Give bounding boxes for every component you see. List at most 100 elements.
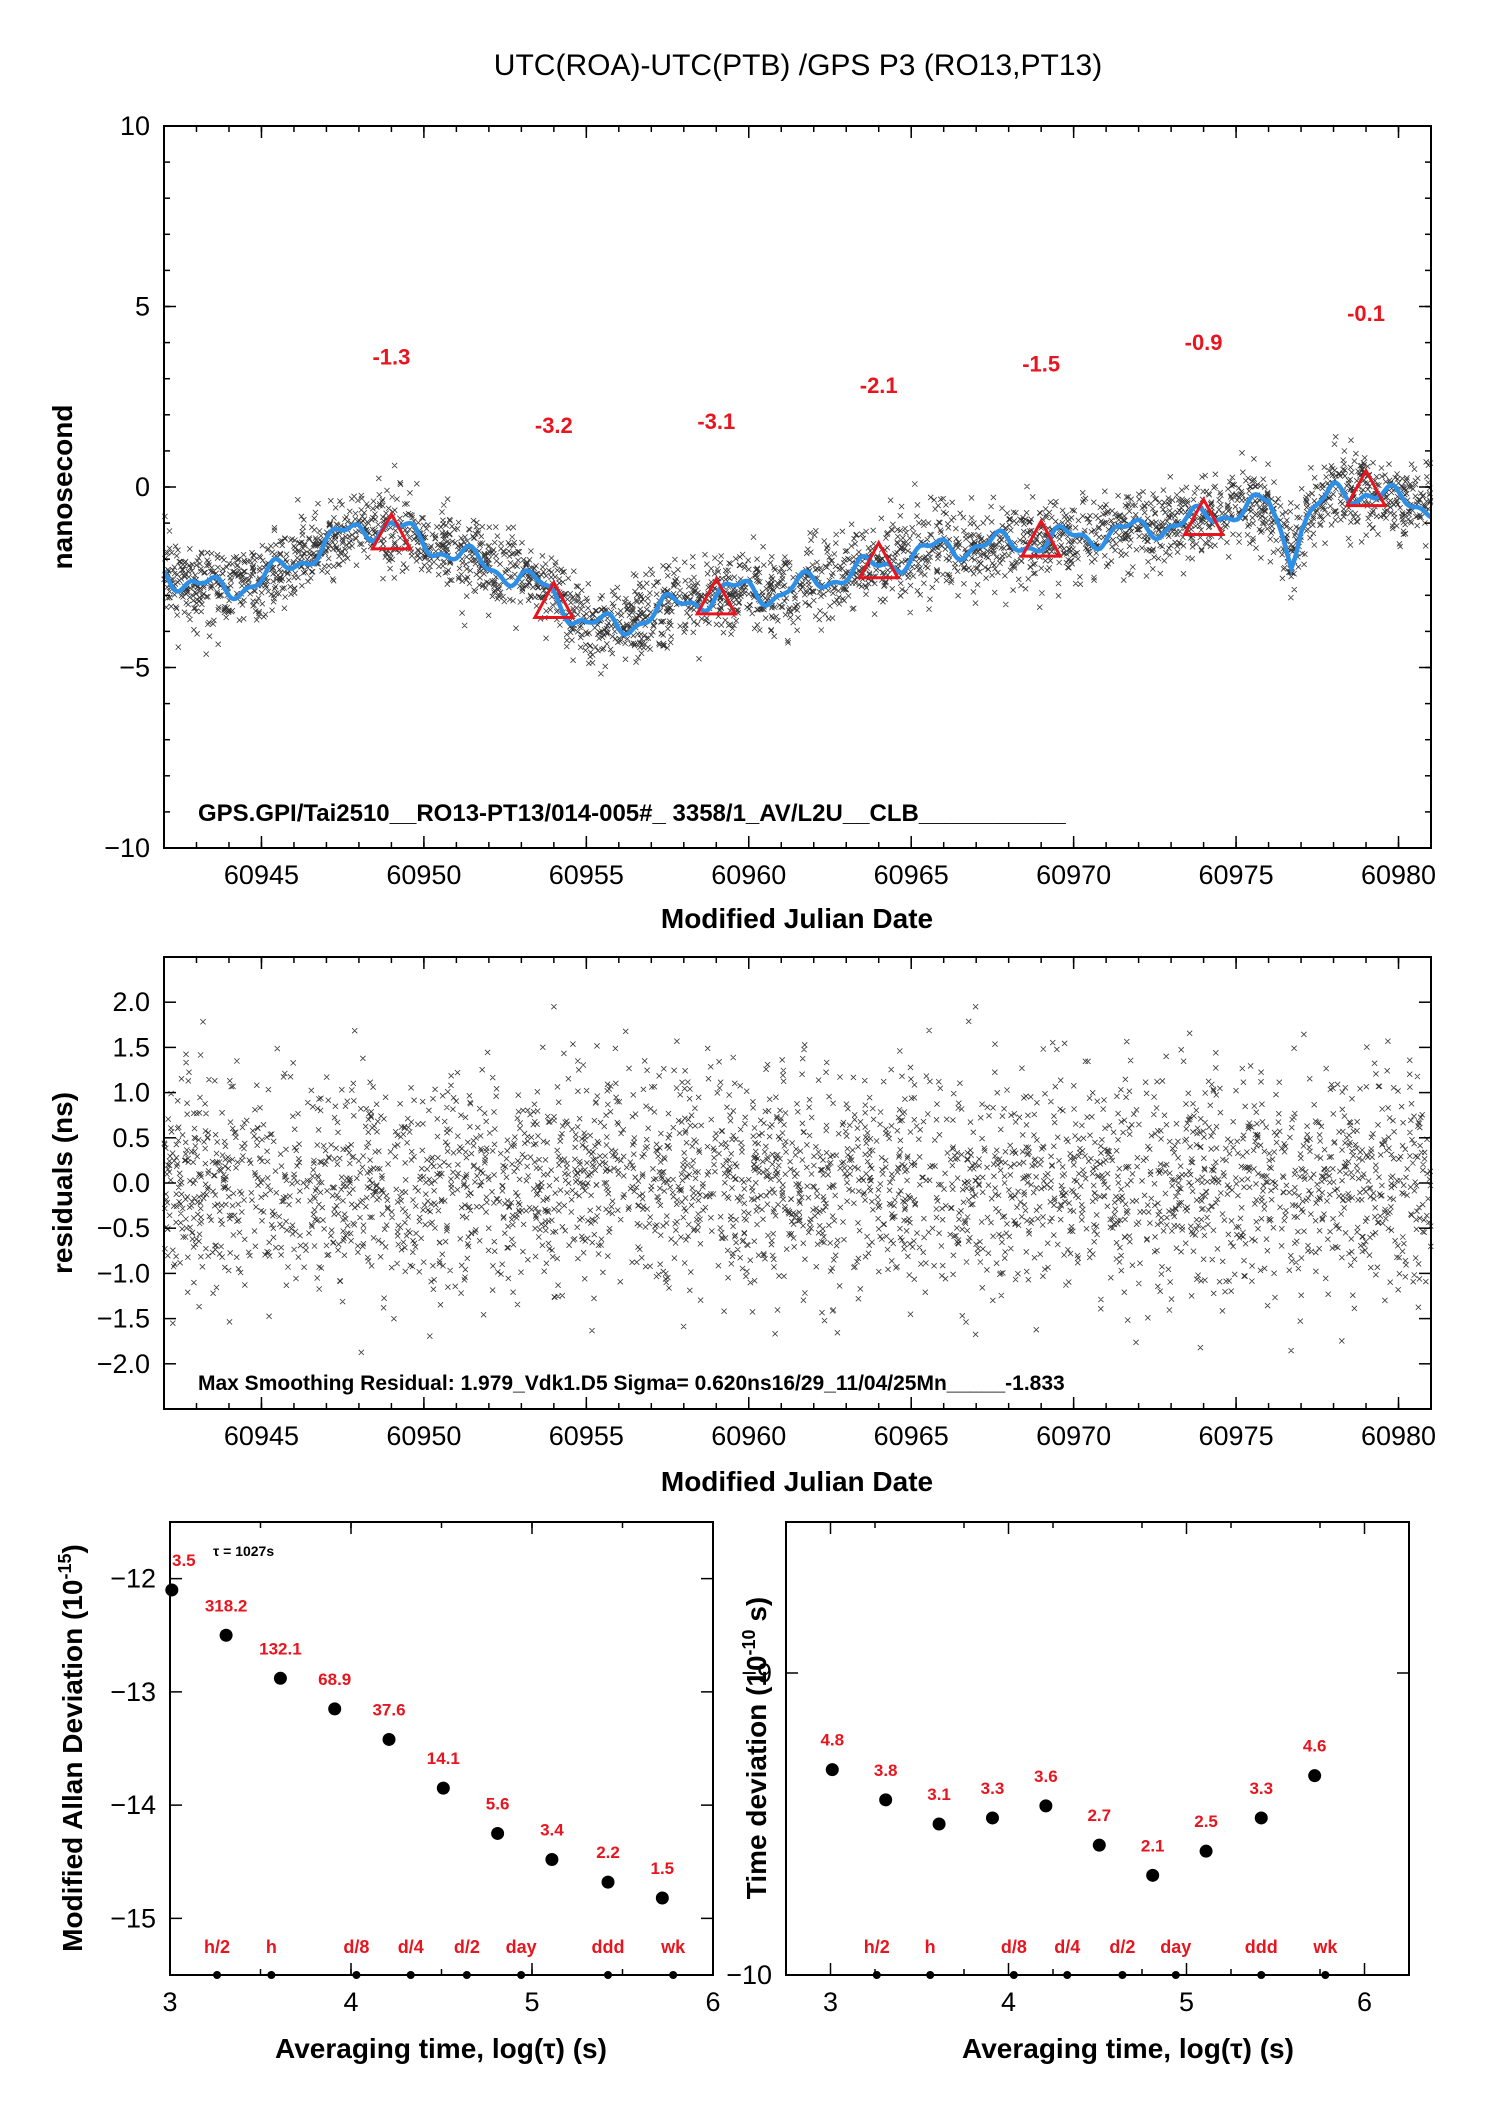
marker-label: -1.3 <box>372 344 410 369</box>
marker-triangle <box>1019 518 1063 558</box>
scale-label: d/2 <box>454 1937 480 1957</box>
data-point <box>825 1763 839 1777</box>
x-tick-label: 3 <box>823 1987 838 2017</box>
scale-dot <box>1321 1971 1330 1979</box>
data-point <box>491 1826 505 1840</box>
y-tick-label: 5 <box>135 292 150 322</box>
x-tick-label: 60955 <box>549 1421 624 1451</box>
x-tick-label: 5 <box>524 1987 539 2017</box>
y-tick-label: −10 <box>104 833 150 863</box>
x-tick-label: 60945 <box>224 1421 299 1451</box>
y-tick-label: −2.0 <box>97 1349 150 1379</box>
y-tick-label: 0.5 <box>112 1123 150 1153</box>
tdev-xlabel: Averaging time, log(τ) (s) <box>962 2033 1294 2064</box>
point-label: 2.5 <box>1194 1812 1218 1831</box>
scatter-points <box>161 433 1434 677</box>
x-tick-label: 3 <box>162 1987 177 2017</box>
scale-dot <box>872 1971 881 1979</box>
point-label: 3.1 <box>927 1785 951 1804</box>
point-label: 3.4 <box>540 1820 564 1839</box>
marker-label: -3.1 <box>697 409 735 434</box>
y-tick-label: −13 <box>110 1677 156 1707</box>
point-label: 3.3 <box>981 1779 1005 1798</box>
x-tick-label: 4 <box>1001 1987 1016 2017</box>
scale-dot <box>213 1971 222 1979</box>
point-label: 3.8 <box>874 1761 898 1780</box>
data-point <box>985 1811 999 1825</box>
x-tick-label: 60970 <box>1036 860 1111 890</box>
allan-ylabel-end: ) <box>57 1544 88 1553</box>
point-label: 1.5 <box>650 1859 674 1878</box>
point-label: 2.7 <box>1087 1806 1111 1825</box>
data-point <box>165 1583 179 1597</box>
y-tick-label: 2.0 <box>112 987 150 1017</box>
tdev-points: 4.8 3.8 3.1 3.3 3.6 2.7 2.1 2.5 3.3 4.6 h/2 h d/8 d/4… <box>820 1731 1338 1979</box>
point-label: 4.6 <box>1303 1737 1327 1756</box>
data-point <box>328 1702 342 1716</box>
y-tick-label: −12 <box>110 1564 156 1594</box>
data-point <box>601 1875 615 1889</box>
tdev-ylabel: Time deviation (10-10 s) <box>739 1597 772 1900</box>
x-tick-label: 60980 <box>1361 860 1436 890</box>
x-tick-label: 60965 <box>874 1421 949 1451</box>
time-series-frame <box>163 125 1432 849</box>
scale-dot <box>1118 1971 1127 1979</box>
y-tick-label: 10 <box>120 111 150 141</box>
residuals-xlabel: Modified Julian Date <box>661 1466 933 1497</box>
scale-label: wk <box>660 1937 686 1957</box>
y-tick-label: −14 <box>110 1790 156 1820</box>
y-tick-label: 1.5 <box>112 1032 150 1062</box>
scale-label: ddd <box>592 1937 625 1957</box>
y-tick-label: −1.5 <box>97 1304 150 1334</box>
time-series-axes: 60945 60950 60955 60960 60965 60970 60975 60980… <box>104 111 1436 890</box>
y-tick-label: −5 <box>119 653 150 683</box>
y-tick-label: −9 <box>741 1658 772 1688</box>
scale-dot <box>669 1971 678 1979</box>
marker-group: -1.3 -3.2 -3.1 -2.1 -1.5 -0.9 -0.1 <box>369 301 1388 620</box>
x-tick-label: 60970 <box>1036 1421 1111 1451</box>
x-tick-label: 5 <box>1179 1987 1194 2017</box>
y-tick-label: −1.0 <box>97 1258 150 1288</box>
tdev-ylabel-end: s) <box>741 1597 772 1630</box>
point-label: 3.5 <box>172 1551 196 1570</box>
data-point <box>545 1852 559 1866</box>
scale-dot <box>1009 1971 1018 1979</box>
marker-label: -1.5 <box>1022 351 1060 376</box>
allan-ylabel-sup: -15 <box>55 1553 75 1579</box>
allan-axes: 3 4 5 6 −15 −14 −13 −12 <box>110 1522 721 2017</box>
data-point <box>219 1628 233 1642</box>
smoothed-curve <box>162 480 1433 637</box>
data-point <box>1092 1838 1106 1852</box>
scale-label: day <box>506 1937 537 1957</box>
allan-deviation-panel: 3 4 5 6 −15 −14 −13 −12 3.5 318.2 132.1 68.9 37.6 14… <box>55 1521 721 2064</box>
point-label: 4.8 <box>820 1731 844 1750</box>
data-point <box>436 1781 450 1795</box>
x-tick-label: 60960 <box>711 1421 786 1451</box>
x-tick-label: 60980 <box>1361 1421 1436 1451</box>
scale-dot <box>517 1971 526 1979</box>
residuals-ylabel: residuals (ns) <box>47 1092 78 1274</box>
time-series-footer: GPS.GPI/Tai2510__RO13-PT13/014-005#_ 335… <box>198 800 1066 827</box>
x-tick-label: 60975 <box>1199 860 1274 890</box>
time-series-xlabel: Modified Julian Date <box>661 903 933 934</box>
point-label: 37.6 <box>372 1700 405 1719</box>
point-label: 68.9 <box>318 1670 351 1689</box>
data-point <box>1199 1844 1213 1858</box>
marker-triangle <box>532 579 576 620</box>
scale-label: d/4 <box>1054 1937 1080 1957</box>
scale-label: d/4 <box>398 1937 424 1957</box>
y-tick-label: 0.0 <box>112 1168 150 1198</box>
point-label: 5.6 <box>486 1794 510 1813</box>
residuals-scatter <box>161 1003 1434 1356</box>
x-tick-label: 4 <box>343 1987 358 2017</box>
scale-dot <box>1257 1971 1266 1979</box>
point-label: 2.2 <box>596 1843 620 1862</box>
data-point <box>1254 1811 1268 1825</box>
marker-triangle <box>694 575 738 616</box>
scale-label: wk <box>1312 1937 1338 1957</box>
residual-points <box>161 1003 1434 1356</box>
scale-dot <box>462 1971 471 1979</box>
time-series-panel: -1.3-3.2 -3.1-2.1-1.5-0.9-0.1 60945 60950 6… <box>47 111 1436 934</box>
data-point <box>1039 1799 1053 1813</box>
scale-label: day <box>1160 1937 1191 1957</box>
